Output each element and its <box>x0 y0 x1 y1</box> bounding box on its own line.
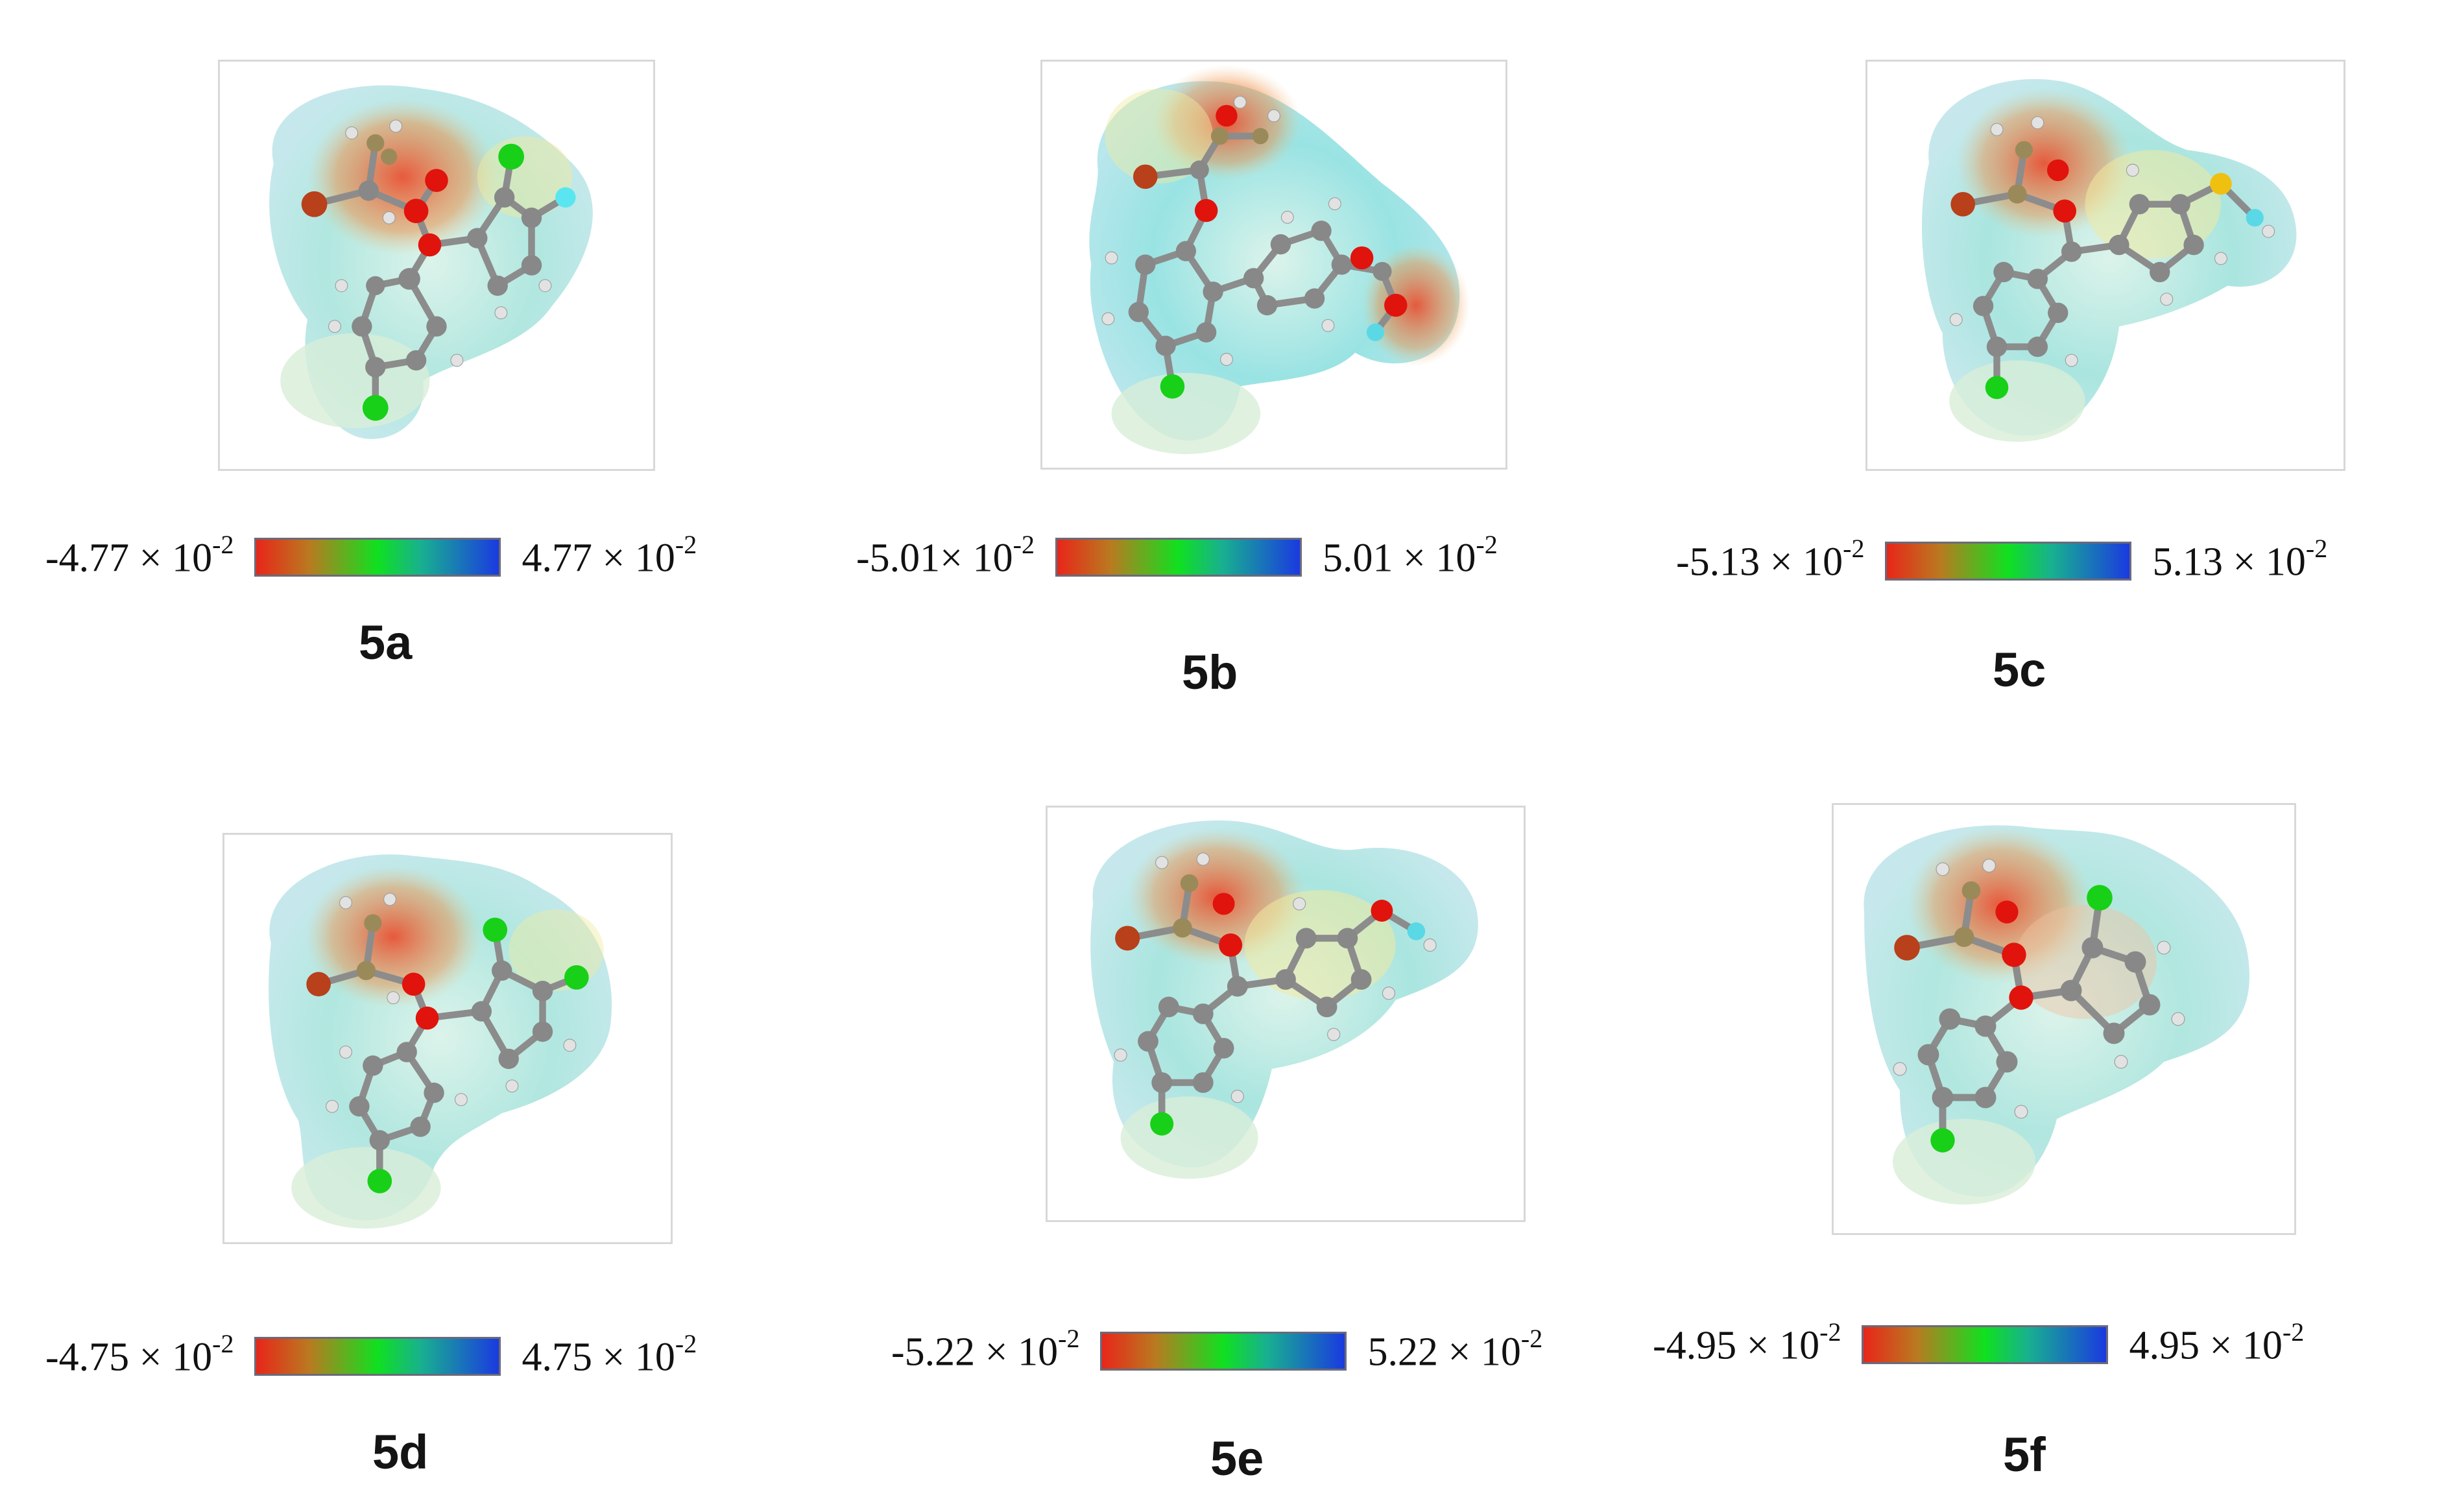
color-scale: -4.77 × 10-2 4.77 × 10-2 <box>45 530 697 582</box>
molecule-illustration <box>1921 78 2297 442</box>
mep-map-image <box>1040 60 1507 470</box>
panel-label: 5f <box>2003 1428 2046 1482</box>
molecule-illustration <box>1864 825 2249 1205</box>
color-scale-bar <box>1100 1332 1347 1371</box>
panel-label: 5d <box>372 1425 429 1479</box>
panel-label: 5b <box>1182 645 1238 699</box>
scale-max-value: 4.77 × 10-2 <box>522 530 697 581</box>
color-scale: -5.13 × 10-2 5.13 × 10-2 <box>1676 534 2328 586</box>
scale-min-value: -4.75 × 10-2 <box>45 1329 234 1380</box>
color-scale: -4.75 × 10-2 4.75 × 10-2 <box>45 1329 697 1381</box>
scale-min-value: -4.95 × 10-2 <box>1653 1317 1841 1368</box>
scale-min-value: -5.22 × 10-2 <box>891 1324 1080 1374</box>
scale-min-value: -4.77 × 10-2 <box>45 530 234 581</box>
molecule-illustration <box>1090 820 1478 1179</box>
molecule-illustration <box>269 85 593 439</box>
panel-label: 5a <box>359 616 413 669</box>
color-scale: -5.01× 10-2 5.01 × 10-2 <box>856 530 1498 582</box>
scale-max-value: 5.13 × 10-2 <box>2152 534 2328 584</box>
color-scale: -5.22 × 10-2 5.22 × 10-2 <box>891 1324 1543 1376</box>
molecule-illustration <box>1089 65 1470 455</box>
color-scale-bar <box>1055 538 1302 577</box>
mep-map-image <box>218 60 655 471</box>
color-scale-bar <box>1885 542 2132 581</box>
scale-max-value: 5.01 × 10-2 <box>1322 530 1498 581</box>
scale-max-value: 4.75 × 10-2 <box>522 1329 697 1380</box>
color-scale-bar <box>254 1337 501 1376</box>
mep-map-image <box>222 833 673 1244</box>
molecule-illustration <box>269 854 612 1229</box>
panel-label: 5e <box>1210 1432 1264 1485</box>
scale-max-value: 4.95 × 10-2 <box>2129 1317 2305 1368</box>
scale-min-value: -5.01× 10-2 <box>856 530 1035 581</box>
scale-max-value: 5.22 × 10-2 <box>1367 1324 1543 1374</box>
mep-map-image <box>1832 803 2296 1235</box>
color-scale: -4.95 × 10-2 4.95 × 10-2 <box>1653 1317 2305 1369</box>
mep-map-image <box>1865 60 2345 471</box>
scale-min-value: -5.13 × 10-2 <box>1676 534 1865 584</box>
panel-label: 5c <box>1993 643 2046 697</box>
color-scale-bar <box>254 538 501 577</box>
mep-map-image <box>1046 806 1526 1222</box>
color-scale-bar <box>1862 1325 2109 1365</box>
